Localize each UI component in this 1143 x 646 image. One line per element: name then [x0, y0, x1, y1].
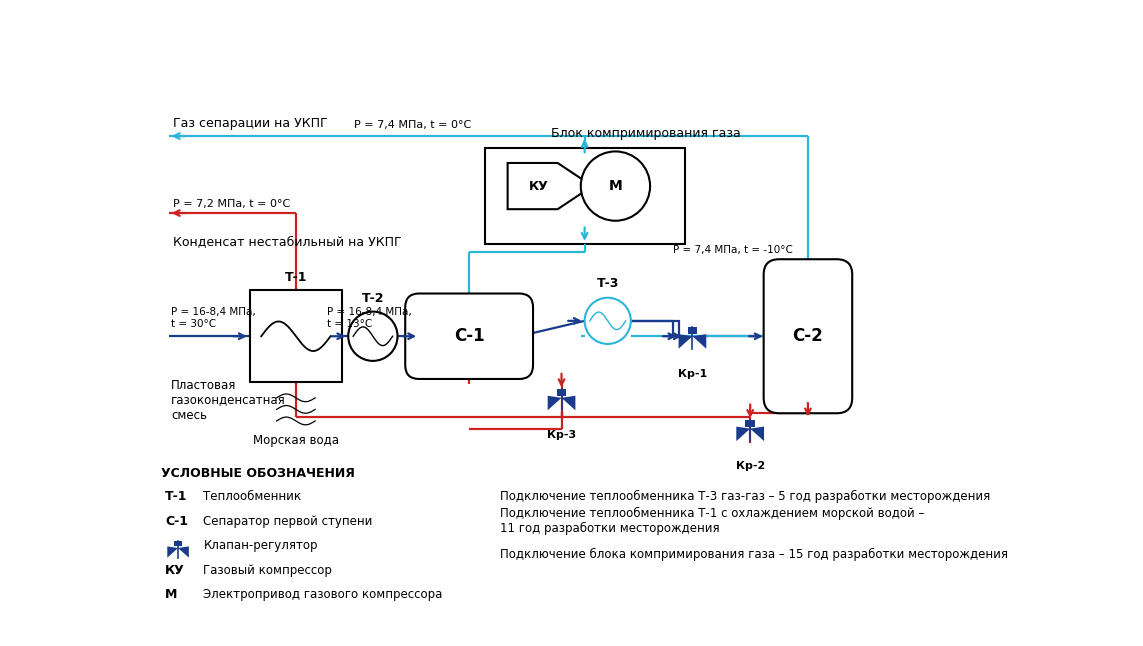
Text: Кр-2: Кр-2: [736, 461, 765, 471]
Text: P = 16-8,4 МПа,
t = 13°С: P = 16-8,4 МПа, t = 13°С: [327, 307, 411, 329]
Text: Теплообменник: Теплообменник: [203, 490, 302, 503]
Text: УСЛОВНЫЕ ОБОЗНАЧЕНИЯ: УСЛОВНЫЕ ОБОЗНАЧЕНИЯ: [161, 467, 355, 480]
Text: М: М: [165, 589, 177, 601]
Text: Т-2: Т-2: [361, 293, 384, 306]
Polygon shape: [693, 334, 706, 349]
Circle shape: [349, 311, 398, 361]
Polygon shape: [547, 396, 561, 410]
Text: КУ: КУ: [165, 564, 185, 577]
Text: Пластовая
газоконденсатная
смесь: Пластовая газоконденсатная смесь: [171, 379, 286, 422]
Text: С-1: С-1: [165, 515, 187, 528]
Text: Т-3: Т-3: [597, 277, 618, 290]
Text: Кр-1: Кр-1: [678, 369, 708, 379]
Text: Подключение блока компримирования газа – 15 год разработки месторождения: Подключение блока компримирования газа –…: [499, 548, 1008, 561]
Text: Блок компримирования газа: Блок компримирования газа: [551, 127, 741, 140]
Polygon shape: [167, 547, 178, 557]
Polygon shape: [679, 334, 693, 349]
Text: P = 7,4 МПа, t = 0°С: P = 7,4 МПа, t = 0°С: [353, 120, 471, 130]
Bar: [745, 420, 756, 426]
Text: Подключение теплообменника Т-1 с охлаждением морской водой –
11 год разработки м: Подключение теплообменника Т-1 с охлажде…: [499, 507, 925, 535]
Polygon shape: [736, 426, 750, 441]
Text: Конденсат нестабильный на УКПГ: Конденсат нестабильный на УКПГ: [173, 234, 401, 247]
Text: Газ сепарации на УКПГ: Газ сепарации на УКПГ: [173, 117, 327, 130]
Text: Сепаратор первой ступени: Сепаратор первой ступени: [203, 515, 373, 528]
Polygon shape: [507, 163, 592, 209]
Bar: [485, 147, 685, 244]
Text: С-2: С-2: [792, 328, 823, 345]
Polygon shape: [750, 426, 764, 441]
Text: P = 7,4 МПа, t = -10°С: P = 7,4 МПа, t = -10°С: [673, 245, 792, 255]
Text: С-1: С-1: [454, 328, 485, 345]
Text: Кр-3: Кр-3: [547, 430, 576, 440]
Bar: [557, 389, 567, 396]
Text: P = 16-8,4 МПа,
t = 30°С: P = 16-8,4 МПа, t = 30°С: [171, 307, 256, 329]
Text: Электропривод газового компрессора: Электропривод газового компрессора: [203, 589, 442, 601]
Text: Морская вода: Морская вода: [253, 433, 338, 446]
Bar: [688, 328, 697, 334]
Text: Т-1: Т-1: [285, 271, 307, 284]
Polygon shape: [178, 547, 189, 557]
Text: Подключение теплообменника Т-3 газ-газ – 5 год разработки месторождения: Подключение теплообменника Т-3 газ-газ –…: [499, 490, 990, 503]
FancyBboxPatch shape: [406, 293, 533, 379]
Text: КУ: КУ: [528, 180, 549, 193]
Circle shape: [581, 151, 650, 221]
Polygon shape: [561, 396, 575, 410]
Text: Клапан-регулятор: Клапан-регулятор: [203, 539, 318, 552]
Bar: [249, 290, 342, 382]
Text: Т-1: Т-1: [165, 490, 187, 503]
Circle shape: [584, 298, 631, 344]
Text: P = 7,2 МПа, t = 0°С: P = 7,2 МПа, t = 0°С: [173, 199, 290, 209]
Text: М: М: [608, 179, 622, 193]
FancyBboxPatch shape: [764, 259, 853, 413]
Text: Газовый компрессор: Газовый компрессор: [203, 564, 333, 577]
Bar: [174, 541, 182, 547]
